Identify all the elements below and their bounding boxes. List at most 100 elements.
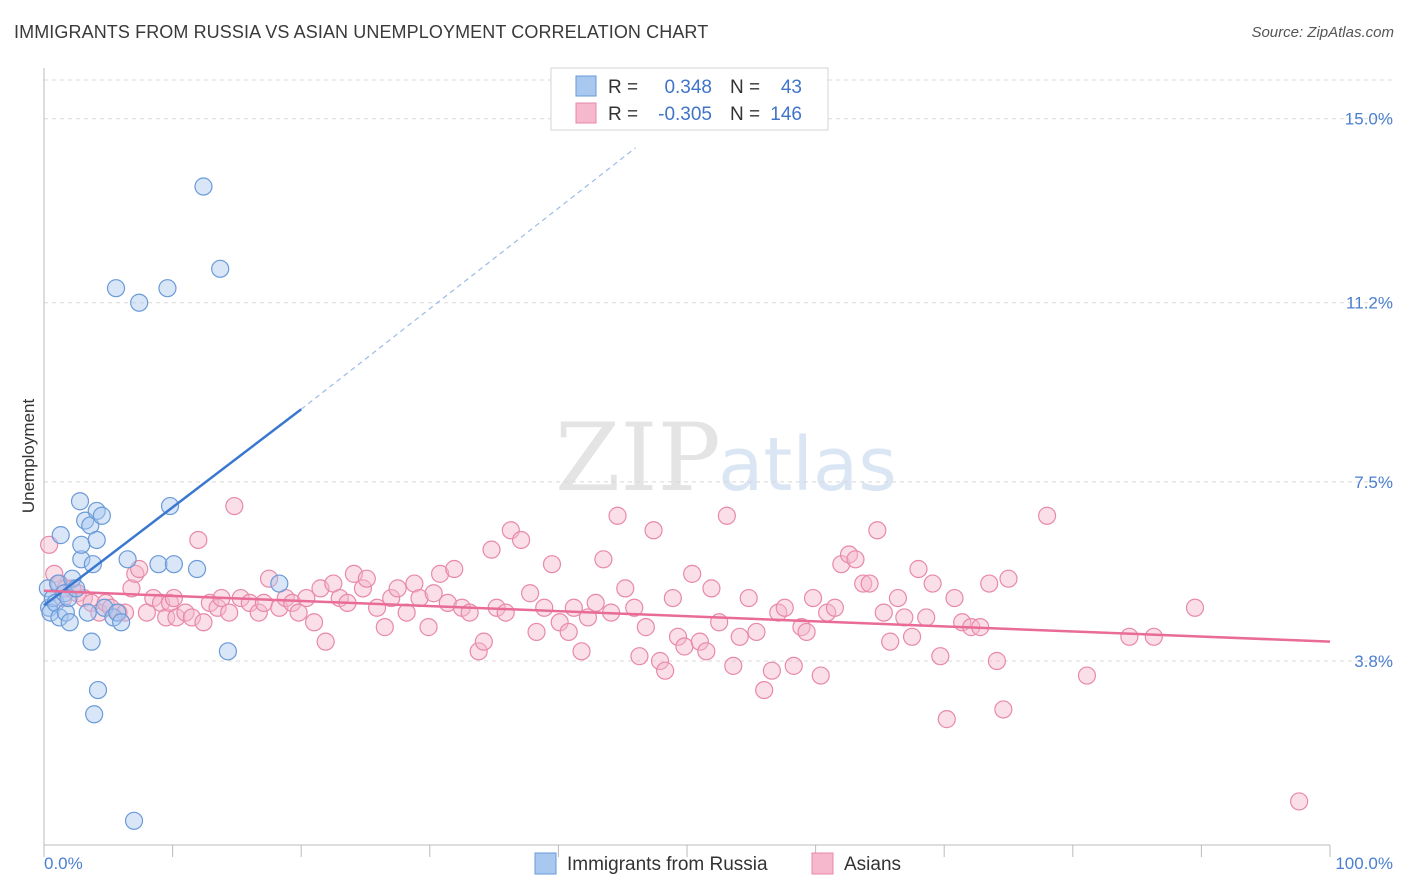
axes: [43, 68, 1331, 857]
chart-title: IMMIGRANTS FROM RUSSIA VS ASIAN UNEMPLOY…: [14, 22, 709, 42]
asian-point-59: [419, 618, 438, 637]
asian-point-85: [608, 506, 627, 525]
russia-point-24: [87, 530, 106, 550]
stats-legend: R = 0.348 N = 43 R = -0.305 N = 146: [550, 67, 829, 131]
legend-n-value-asian: 146: [770, 104, 802, 125]
legend-n-label-asian: N =: [730, 104, 760, 125]
russia-point-29: [108, 603, 127, 622]
russia-point-26: [92, 506, 111, 525]
asian-point-25: [182, 608, 201, 627]
russia-point-32: [118, 550, 137, 569]
russia-points: [38, 177, 289, 830]
asian-point-128: [909, 559, 928, 579]
asian-point-78: [559, 622, 578, 642]
asian-point-72: [512, 530, 531, 550]
asian-point-91: [650, 651, 670, 671]
asian-point-88: [630, 647, 649, 666]
asian-point-35: [249, 603, 268, 622]
russia-point-0: [38, 579, 57, 598]
asian-point-138: [987, 651, 1007, 671]
asian-point-31: [220, 603, 239, 622]
trendline-russia: [43, 408, 302, 607]
russia-point-14: [70, 492, 90, 511]
asian-point-87: [625, 598, 644, 617]
x-tick-label-max: 100.0%: [1335, 854, 1393, 873]
asian-point-145: [1185, 598, 1205, 617]
asian-point-93: [663, 588, 682, 608]
asian-point-80: [572, 642, 591, 661]
asian-point-129: [917, 608, 936, 627]
bottom-legend-swatch-russia: [534, 852, 557, 875]
asian-point-124: [881, 632, 900, 651]
russia-point-20: [82, 632, 101, 651]
asian-point-104: [739, 588, 758, 608]
asian-point-16: [130, 559, 149, 579]
bottom-legend-label-asian: Asians: [844, 854, 901, 875]
asian-point-116: [825, 598, 844, 617]
asian-point-101: [717, 506, 736, 525]
asian-point-32: [225, 496, 244, 516]
asian-point-139: [994, 700, 1013, 719]
legend-r-label-russia: R =: [608, 77, 638, 98]
asian-point-127: [902, 627, 922, 646]
russia-point-22: [85, 705, 104, 724]
y-tick-labels: 3.8% 7.5% 11.2% 15.0%: [1345, 110, 1393, 671]
asian-point-130: [923, 574, 942, 593]
asian-point-113: [803, 588, 823, 608]
asian-point-89: [636, 618, 655, 637]
russia-point-17: [76, 511, 95, 530]
asian-point-98: [697, 642, 716, 661]
asian-point-23: [167, 608, 186, 627]
y-tick-label-3: 15.0%: [1345, 110, 1393, 129]
asian-point-102: [724, 656, 743, 675]
asian-point-90: [644, 521, 663, 540]
asian-point-92: [656, 661, 675, 680]
asian-point-29: [208, 598, 227, 617]
russia-point-13: [67, 579, 86, 598]
russia-point-31: [106, 279, 126, 298]
asian-point-142: [1077, 666, 1097, 685]
asian-point-133: [945, 588, 964, 608]
russia-point-33: [124, 811, 144, 830]
russia-point-23: [87, 501, 106, 521]
legend-r-label-asian: R =: [608, 104, 638, 125]
asian-point-56: [397, 603, 416, 622]
y-tick-label-0: 3.8%: [1354, 652, 1393, 671]
asian-point-131: [931, 647, 950, 666]
russia-point-7: [51, 526, 70, 545]
asian-point-63: [445, 559, 464, 579]
asian-point-83: [594, 550, 613, 569]
asian-point-20: [157, 608, 176, 627]
russia-point-34: [130, 293, 149, 312]
asian-point-37: [259, 569, 279, 588]
asian-point-82: [586, 593, 605, 613]
asian-point-51: [357, 569, 376, 588]
legend-swatch-asian: [575, 102, 597, 124]
asian-point-67: [474, 632, 493, 651]
source-label: Source: ZipAtlas.com: [1251, 24, 1394, 41]
asian-point-40: [283, 593, 302, 613]
legend-n-value-russia: 43: [781, 77, 802, 98]
russia-point-9: [56, 603, 75, 622]
asian-point-13: [115, 603, 135, 622]
asian-point-99: [702, 579, 721, 598]
russia-point-37: [160, 496, 180, 516]
asian-point-117: [832, 555, 851, 574]
asian-point-74: [527, 622, 546, 642]
trendline-russia-extension: [300, 147, 636, 410]
asian-point-0: [40, 535, 59, 554]
asian-point-120: [854, 574, 873, 593]
asian-point-111: [792, 618, 811, 637]
asian-point-73: [521, 584, 540, 603]
asian-point-125: [888, 588, 908, 608]
asian-point-14: [122, 579, 141, 598]
russia-point-42: [218, 642, 237, 661]
asian-point-43: [304, 613, 324, 632]
asian-point-110: [784, 656, 803, 675]
bottom-legend-swatch-asian: [811, 852, 834, 875]
asian-point-86: [616, 579, 635, 598]
russia-point-41: [211, 259, 230, 278]
russia-point-38: [164, 555, 183, 574]
asian-point-26: [189, 530, 208, 550]
